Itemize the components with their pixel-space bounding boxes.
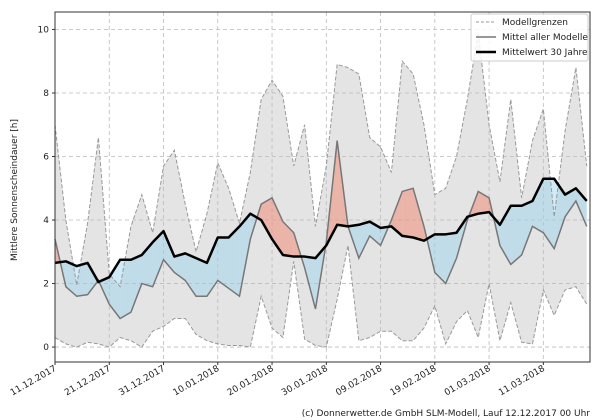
below-normal-fill xyxy=(76,262,88,297)
footer-credit: (c) Donnerwetter.de GmbH SLM-Modell, Lau… xyxy=(302,409,591,419)
below-normal-fill xyxy=(120,259,131,319)
below-normal-fill xyxy=(565,188,576,217)
above-normal-fill xyxy=(413,188,424,241)
below-normal-fill xyxy=(575,188,587,227)
above-normal-fill xyxy=(402,188,414,238)
y-tick-label: 2 xyxy=(43,280,49,290)
y-tick-label: 8 xyxy=(43,89,49,99)
x-tick-label: 31.12.2017 xyxy=(117,364,167,398)
legend-label-mean: Mittel aller Modelle xyxy=(502,33,588,43)
below-normal-fill xyxy=(217,237,229,289)
y-axis-label: Mittlere Sonnenscheindauer [h] xyxy=(10,119,20,261)
below-normal-fill xyxy=(521,200,533,255)
legend: Modellgrenzen Mittel aller Modelle Mitte… xyxy=(470,13,589,62)
x-tick-label: 09.02.2018 xyxy=(334,364,384,399)
below-normal-fill xyxy=(358,221,370,259)
below-normal-fill xyxy=(130,254,142,313)
below-normal-fill xyxy=(510,205,522,265)
series-lines xyxy=(54,32,588,348)
below-normal-fill xyxy=(206,237,218,297)
below-normal-fill xyxy=(543,178,555,249)
x-tick-label: 19.02.2018 xyxy=(389,364,439,399)
legend-label-bounds: Modellgrenzen xyxy=(502,18,568,28)
model-range-area xyxy=(55,32,587,348)
below-normal-fill xyxy=(196,258,207,297)
y-tick-label: 6 xyxy=(43,153,49,163)
x-axis: 11.12.2017 21.12.2017 31.12.2017 10.01.2018… xyxy=(9,362,547,398)
below-normal-fill xyxy=(532,178,544,233)
x-tick-label: 30.01.2018 xyxy=(280,364,330,399)
plot-frame xyxy=(54,11,591,363)
grid xyxy=(54,12,590,362)
x-tick-label: 11.03.2018 xyxy=(497,364,547,399)
y-tick-label: 0 xyxy=(43,343,49,353)
below-normal-fill xyxy=(228,226,240,297)
below-normal-fill xyxy=(152,231,164,287)
x-tick-label: 21.12.2017 xyxy=(63,364,113,398)
model-mean-line xyxy=(54,140,588,320)
below-normal-fill xyxy=(185,253,197,297)
above-normal-fill xyxy=(272,197,283,255)
below-normal-fill xyxy=(239,213,251,297)
above-normal-fill xyxy=(261,197,273,240)
below-normal-fill xyxy=(445,232,457,284)
x-tick-label: 20.01.2018 xyxy=(226,364,276,399)
y-tick-label: 10 xyxy=(38,25,50,35)
legend-box xyxy=(470,13,589,62)
lower-bound-line xyxy=(54,245,588,348)
climate-mean-line xyxy=(54,177,588,284)
x-tick-label: 11.12.2017 xyxy=(9,364,59,398)
below-normal-fill xyxy=(87,262,98,295)
y-tick-label: 4 xyxy=(43,216,49,226)
below-normal-fill xyxy=(434,234,446,284)
y-axis: 0 2 4 6 8 10 xyxy=(38,25,55,353)
upper-bound-line xyxy=(54,32,588,288)
model-range-band xyxy=(55,32,587,348)
above-normal-fill xyxy=(391,191,403,236)
legend-label-climate: Mittelwert 30 Jahre xyxy=(502,48,588,58)
x-tick-label: 10.01.2018 xyxy=(172,364,222,399)
x-tick-label: 01.03.2018 xyxy=(443,364,493,399)
